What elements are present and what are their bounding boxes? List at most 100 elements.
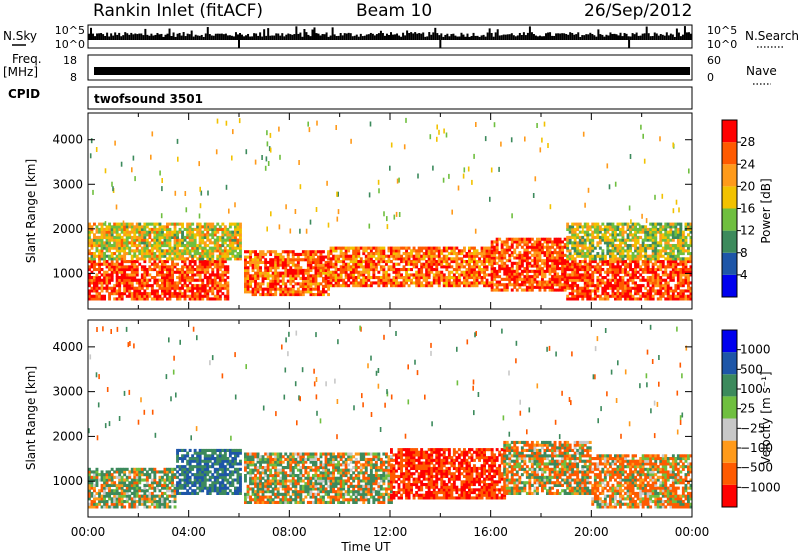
power-scatter [490,167,493,173]
power-cell [470,254,474,258]
power-cell [606,268,610,272]
nsky-bar [597,29,600,40]
power-cell [150,276,154,280]
power-cell [221,254,225,258]
nsky-bar [253,33,256,40]
power-cell [130,254,134,258]
power-cell [654,262,658,266]
power-cell [158,241,162,245]
power-cell [347,265,351,269]
power-cell [523,280,527,284]
power-cell [223,286,227,290]
power-cell [483,260,486,264]
nsky-bar [114,32,117,40]
power-cell [208,262,212,266]
nsky-bar [426,36,429,40]
power-cell [455,270,459,274]
power-cell [213,297,217,301]
nave-tick-bottom: 0 [707,71,714,84]
power-cell [211,222,215,226]
velocity-cell [145,470,149,474]
power-cell [143,244,147,248]
ytick-label: 3000 [52,177,83,191]
power-cell [208,249,212,253]
power-cell [546,264,549,268]
power-cell [115,297,119,301]
power-scatter [308,127,311,133]
power-cell [123,230,127,234]
power-cell [475,281,479,285]
power-scatter [368,192,371,198]
power-cell [551,240,554,244]
power-cell [681,233,685,237]
power-cell [397,257,401,261]
power-cell [105,262,109,266]
power-cell [166,222,169,226]
freq-label: Freq. [12,52,42,66]
power-cell [392,268,396,272]
power-cell [689,270,693,274]
power-cell [475,254,479,258]
power-cell [536,245,539,249]
power-cell [153,222,157,226]
power-cell [221,292,225,296]
power-cell [150,257,154,261]
power-cell [281,260,285,264]
power-cell [427,260,431,264]
velocity-cell [123,500,127,504]
power-cell [445,281,449,285]
power-cell [198,235,202,239]
power-scatter [626,224,629,230]
power-cell [115,268,119,272]
power-cell [614,273,617,277]
power-cell [656,249,660,253]
power-scatter [174,190,177,196]
power-cell [659,292,663,296]
power-cell [603,227,607,231]
power-cell [208,241,212,245]
power-cell [601,292,605,296]
power-cell [576,286,580,290]
power-cell [659,238,663,242]
power-cell [543,261,547,265]
power-cell [659,268,663,272]
power-cell [244,260,247,264]
power-cell [166,244,169,248]
nsky-bar [90,27,93,40]
power-cell [427,270,431,274]
power-cell [228,252,232,256]
power-cell [342,284,346,288]
power-cell [603,294,607,298]
velocity-cell [130,481,134,485]
power-cell [168,238,172,242]
power-cell [163,241,167,245]
power-cell [551,261,554,265]
power-cell [661,246,665,250]
power-cell [581,252,585,256]
power-cell [503,264,507,268]
power-cell [123,284,127,288]
power-cell [186,225,190,229]
power-cell [463,276,466,280]
power-cell [689,225,693,229]
power-cell [556,288,559,292]
power-cell [671,294,675,298]
power-cell [510,275,514,279]
power-cell [387,260,391,264]
power-cell [578,289,582,293]
velocity-cell [128,475,132,479]
power-cell [314,284,318,288]
power-cell [624,238,627,242]
power-cell [211,268,215,272]
power-cell [135,246,139,250]
power-cell [603,225,607,229]
power-cell [344,254,348,258]
power-cell [634,222,637,226]
power-cell [156,281,159,285]
power-cell [133,249,137,253]
power-cell [420,254,424,258]
power-cell [515,269,519,273]
power-cell [140,238,144,242]
power-cell [485,268,489,272]
power-cell [573,230,577,234]
